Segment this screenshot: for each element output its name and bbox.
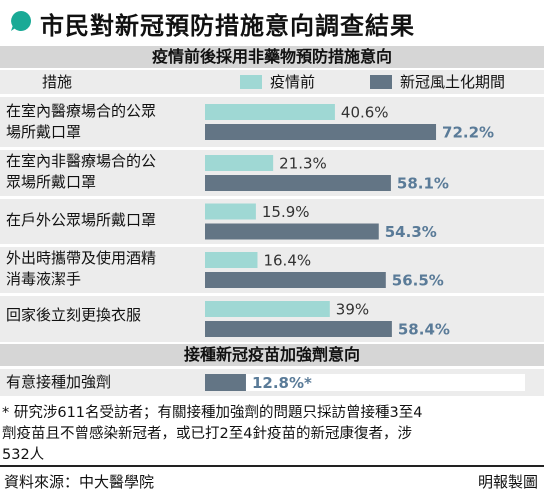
bar-endemic-label: 56.5%: [392, 272, 444, 290]
bar-before: [205, 203, 256, 220]
measure-label: 在室內醫療場合的公眾 場所戴口罩: [6, 101, 196, 143]
bar-endemic-label: 54.3%: [385, 223, 437, 241]
bar-endemic: [205, 175, 391, 191]
bar-endemic-label: 58.1%: [397, 175, 449, 193]
bar-before-label: 15.9%: [262, 203, 310, 221]
bar-endemic: [205, 223, 379, 240]
column-label: 措施: [42, 73, 73, 91]
row-divider: [0, 196, 544, 199]
bar-before: [205, 155, 274, 171]
source-bar: 資料來源：中大醫學院 明報製圖: [0, 465, 544, 494]
bar-endemic: [205, 272, 386, 288]
credit-text: 明報製圖: [477, 473, 538, 491]
legend-label-before: 疫情前: [270, 73, 316, 91]
footnote-line: 劑疫苗且不曾感染新冠者，或已打2至4針疫苗的新冠康復者，涉: [2, 426, 412, 442]
bar-before-label: 21.3%: [279, 155, 327, 173]
measure-label-line: 在室內非醫療場合的公: [6, 152, 157, 170]
bar-before-label: 16.4%: [263, 252, 311, 270]
measure-label-line: 眾場所戴口罩: [6, 173, 97, 191]
row-divider: [0, 244, 544, 247]
measure-label: 回家後立刻更換衣服: [6, 305, 196, 326]
measure-label-line: 消毒液潔手: [6, 270, 82, 288]
legend-row: 措施 疫情前 新冠風土化期間: [0, 70, 544, 94]
bar-before-label: 40.6%: [341, 104, 389, 122]
row-divider: [0, 147, 544, 150]
source-text: 資料來源：中大醫學院: [4, 473, 155, 491]
bar-endemic-label: 58.4%: [398, 321, 450, 339]
title-row: 市民對新冠預防措施意向調查結果: [6, 4, 542, 40]
measure-label: 外出時攜帶及使用酒精 消毒液潔手: [6, 248, 196, 290]
section-heading-booster: 接種新冠疫苗加強劑意向: [0, 344, 544, 366]
measure-label: 在戶外公眾場所戴口罩: [6, 210, 196, 231]
section-heading-measures: 疫情前後採用非藥物預防措施意向: [0, 46, 544, 68]
booster-bar: [205, 374, 246, 391]
legend-swatch-endemic: [370, 75, 392, 89]
footnote: * 研究涉611名受訪者；有關接種加強劑的問題只採訪曾接種3至4 劑疫苗且不曾感…: [2, 403, 544, 466]
booster-label: 有意接種加強劑: [6, 373, 112, 391]
measure-label: 在室內非醫療場合的公 眾場所戴口罩: [6, 151, 196, 193]
booster-bar-label: 12.8%*: [252, 374, 312, 392]
bar-before-label: 39%: [336, 301, 369, 319]
footnote-line: * 研究涉611名受訪者；有關接種加強劑的問題只採訪曾接種3至4: [2, 405, 423, 421]
measure-label-line: 外出時攜帶及使用酒精: [6, 249, 157, 267]
bar-endemic: [205, 124, 437, 140]
booster-bar-track: [205, 374, 525, 391]
bar-before: [205, 252, 258, 268]
measure-label-line: 在室內醫療場合的公眾: [6, 102, 157, 120]
measure-label-line: 回家後立刻更換衣服: [6, 306, 142, 324]
bar-before: [205, 104, 335, 120]
speech-bubble-icon: [11, 11, 31, 31]
legend-label-endemic: 新冠風土化期間: [400, 73, 506, 91]
bar-endemic: [205, 321, 392, 337]
row-divider: [0, 293, 544, 296]
bar-endemic-label: 72.2%: [442, 124, 494, 142]
bar-before: [205, 301, 330, 317]
page-title: 市民對新冠預防措施意向調查結果: [40, 11, 415, 40]
measure-label-line: 在戶外公眾場所戴口罩: [6, 211, 157, 229]
legend-swatch-before: [240, 75, 262, 89]
measure-label-line: 場所戴口罩: [6, 123, 82, 141]
footnote-line: 532人: [2, 447, 45, 463]
